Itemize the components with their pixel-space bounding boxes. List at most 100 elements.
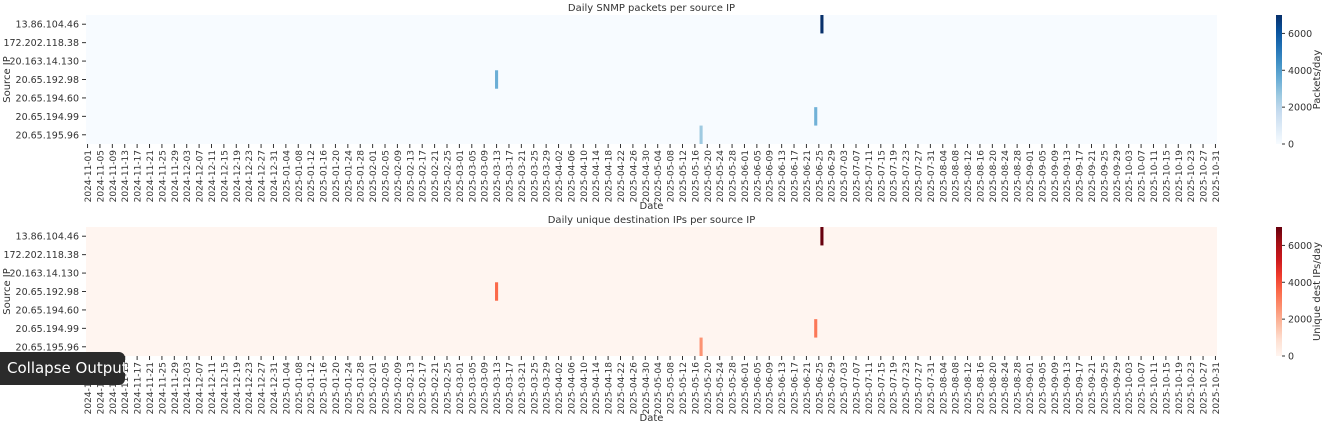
colorbar-tick-label: 4000: [1288, 278, 1312, 289]
y-tick-label: 20.163.14.130: [9, 57, 79, 68]
heatmap-background: [86, 15, 1217, 144]
x-tick-label: 2025-08-12: [964, 150, 974, 202]
x-tick-label: 2024-11-21: [146, 362, 156, 414]
y-tick-label: 172.202.118.38: [3, 38, 79, 49]
heatmap-cell: [495, 282, 499, 301]
x-tick-label: 2025-08-24: [1001, 150, 1011, 203]
x-tick-label: 2025-06-21: [803, 150, 813, 202]
x-tick-label: 2025-05-04: [654, 150, 664, 203]
heatmap-2: Daily unique destination IPs per source …: [2, 215, 1323, 424]
x-tick-label: 2025-07-03: [840, 150, 850, 202]
x-tick-label: 2025-03-01: [456, 362, 466, 414]
x-tick-label: 2025-07-11: [865, 362, 875, 414]
x-tick-label: 2025-06-29: [828, 150, 838, 203]
x-tick-label: 2024-12-23: [245, 150, 255, 202]
y-tick-label: 20.65.195.96: [16, 130, 79, 141]
x-tick-label: 2025-09-21: [1088, 150, 1098, 202]
x-tick-label: 2025-10-07: [1138, 362, 1148, 414]
colorbar-tick-label: 6000: [1288, 241, 1312, 252]
x-tick-label: 2025-10-19: [1175, 362, 1185, 415]
x-tick-label: 2025-09-25: [1100, 362, 1110, 414]
x-tick-label: 2025-02-09: [394, 362, 404, 415]
x-tick-label: 2025-02-09: [394, 150, 404, 203]
x-tick-label: 2025-05-12: [679, 362, 689, 414]
x-tick-label: 2025-03-05: [468, 362, 478, 414]
x-tick-label: 2025-09-09: [1051, 150, 1061, 203]
colorbar-tick-label: 2000: [1288, 315, 1312, 326]
x-tick-label: 2025-05-16: [691, 150, 701, 203]
x-tick-label: 2025-03-17: [505, 150, 515, 202]
x-tick-label: 2025-03-09: [481, 362, 491, 415]
x-tick-label: 2025-08-04: [939, 150, 949, 203]
x-tick-label: 2025-08-08: [952, 362, 962, 415]
x-tick-label: 2025-04-18: [605, 362, 615, 415]
x-tick-label: 2025-03-13: [493, 362, 503, 414]
x-tick-label: 2025-07-03: [840, 362, 850, 414]
x-tick-label: 2025-01-28: [357, 362, 367, 415]
x-tick-label: 2024-11-17: [134, 150, 144, 202]
collapse-output-tooltip[interactable]: Collapse Output: [0, 352, 128, 385]
x-tick-label: 2025-01-12: [307, 362, 317, 414]
colorbar-tick-label: 0: [1288, 352, 1294, 363]
x-tick-label: 2025-01-08: [295, 362, 305, 415]
x-tick-label: 2025-05-04: [654, 362, 664, 415]
x-tick-label: 2024-12-15: [220, 362, 230, 414]
x-tick-label: 2025-04-22: [617, 362, 627, 414]
x-tick-label: 2025-04-26: [629, 150, 639, 203]
x-tick-label: 2025-08-28: [1014, 150, 1024, 203]
x-tick-label: 2025-06-17: [791, 150, 801, 202]
x-tick-label: 2024-12-03: [183, 362, 193, 414]
x-tick-label: 2025-03-29: [543, 150, 553, 203]
x-tick-label: 2024-11-21: [146, 150, 156, 202]
x-tick-label: 2025-05-20: [704, 150, 714, 203]
x-tick-label: 2025-03-29: [543, 362, 553, 415]
x-tick-label: 2025-07-31: [927, 150, 937, 202]
x-tick-label: 2025-09-29: [1113, 150, 1123, 203]
x-tick-label: 2024-11-01: [84, 362, 94, 414]
x-tick-label: 2025-09-17: [1076, 362, 1086, 414]
x-tick-label: 2025-05-16: [691, 362, 701, 415]
colorbar-tick-label: 6000: [1288, 29, 1312, 40]
x-tick-label: 2025-04-02: [555, 150, 565, 202]
x-tick-label: 2025-10-31: [1212, 150, 1222, 202]
heatmap-1: Daily SNMP packets per source IP 13.86.10…: [2, 3, 1323, 212]
x-tick-label: 2025-05-24: [716, 362, 726, 415]
x-tick-label: 2025-07-15: [877, 362, 887, 414]
x-tick-label: 2024-11-09: [109, 150, 119, 203]
x-tick-label: 2025-04-10: [580, 150, 590, 203]
x-tick-label: 2025-08-28: [1014, 362, 1024, 415]
x-tick-label: 2025-05-28: [729, 362, 739, 415]
x-tick-label: 2025-02-05: [382, 150, 392, 202]
x-tick-label: 2025-04-30: [642, 150, 652, 203]
x-tick-label: 2025-02-05: [382, 362, 392, 414]
x-tick-label: 2025-08-12: [964, 362, 974, 414]
x-tick-label: 2025-08-24: [1001, 362, 1011, 415]
x-tick-label: 2025-08-04: [939, 362, 949, 415]
x-tick-label: 2025-09-05: [1038, 362, 1048, 414]
x-tick-label: 2024-12-11: [208, 150, 218, 202]
x-tick-label: 2025-10-11: [1150, 362, 1160, 414]
colorbar-tick-label: 2000: [1288, 103, 1312, 114]
x-tick-label: 2025-01-24: [344, 150, 354, 203]
x-tick-label: 2025-08-16: [976, 150, 986, 203]
chart-title: Daily unique destination IPs per source …: [548, 215, 756, 226]
x-tick-label: 2025-05-24: [716, 150, 726, 203]
x-tick-label: 2025-06-09: [766, 150, 776, 203]
x-tick-label: 2025-09-17: [1076, 150, 1086, 202]
x-tick-label: 2025-04-18: [605, 150, 615, 203]
x-tick-label: 2025-04-26: [629, 362, 639, 415]
x-tick-label: 2025-03-01: [456, 150, 466, 202]
y-tick-label: 20.65.192.98: [16, 287, 79, 298]
x-tick-label: 2024-11-29: [171, 150, 181, 203]
x-tick-label: 2025-02-21: [431, 150, 441, 202]
x-tick-label: 2024-12-11: [208, 362, 218, 414]
x-tick-label: 2025-08-08: [952, 150, 962, 203]
x-tick-label: 2025-03-13: [493, 150, 503, 202]
x-tick-label: 2024-12-31: [270, 362, 280, 414]
x-tick-label: 2024-11-01: [84, 150, 94, 202]
x-tick-label: 2025-02-17: [419, 362, 429, 414]
heatmap-cell: [495, 70, 499, 89]
x-tick-label: 2025-01-20: [332, 362, 342, 415]
x-tick-label: 2025-04-06: [567, 362, 577, 415]
x-tick-label: 2025-09-13: [1063, 150, 1073, 202]
